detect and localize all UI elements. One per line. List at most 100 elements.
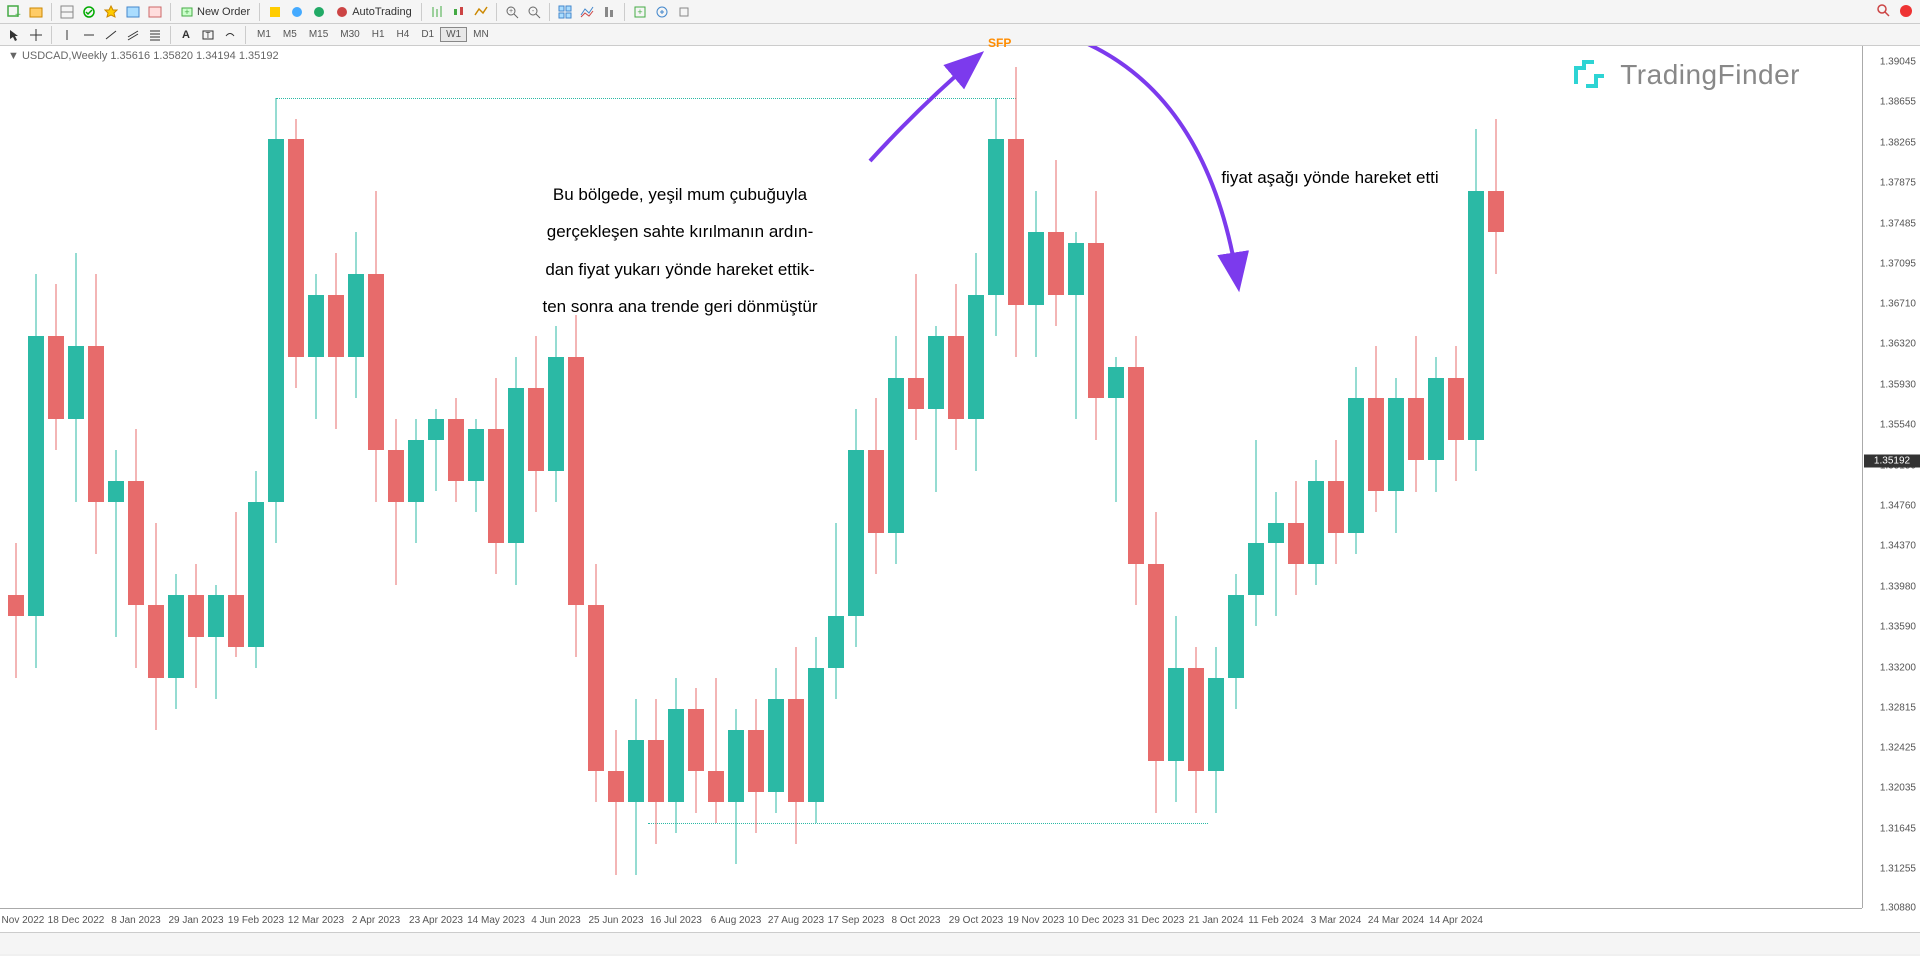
- objects-icon[interactable]: [220, 25, 240, 45]
- timeframe-M15[interactable]: M15: [303, 27, 334, 42]
- hline-icon[interactable]: [79, 25, 99, 45]
- svg-text:+: +: [509, 8, 513, 15]
- autotrading-button[interactable]: AutoTrading: [331, 5, 416, 19]
- y-tick: 1.32035: [1880, 783, 1916, 794]
- indicators-icon[interactable]: [577, 2, 597, 22]
- tile-windows-icon[interactable]: [555, 2, 575, 22]
- x-tick: 31 Dec 2023: [1128, 915, 1185, 926]
- crosshair-icon[interactable]: [26, 25, 46, 45]
- navigator-icon[interactable]: [101, 2, 121, 22]
- candle: [8, 46, 24, 908]
- svg-text:-: -: [532, 8, 535, 15]
- timeframe-W1[interactable]: W1: [440, 27, 467, 42]
- channel-icon[interactable]: [123, 25, 143, 45]
- separator: [170, 3, 171, 21]
- separator: [421, 3, 422, 21]
- line-chart-icon[interactable]: [471, 2, 491, 22]
- chart-window: ▼ USDCAD,Weekly 1.35616 1.35820 1.34194 …: [0, 46, 1920, 932]
- alert-icon[interactable]: [1898, 3, 1914, 24]
- metaquotes-icon[interactable]: [265, 2, 285, 22]
- trendline-icon[interactable]: [101, 25, 121, 45]
- resistance-line: [276, 98, 1016, 99]
- cursor-icon[interactable]: [4, 25, 24, 45]
- shift-icon[interactable]: [652, 2, 672, 22]
- vline-icon[interactable]: [57, 25, 77, 45]
- timeframe-MN[interactable]: MN: [467, 27, 495, 42]
- timeframe-H4[interactable]: H4: [391, 27, 416, 42]
- strategy-tester-icon[interactable]: [145, 2, 165, 22]
- timeframe-D1[interactable]: D1: [415, 27, 440, 42]
- candle: [988, 46, 1004, 908]
- candle: [188, 46, 204, 908]
- vps-icon[interactable]: [309, 2, 329, 22]
- candle: [208, 46, 224, 908]
- candle: [1148, 46, 1164, 908]
- x-tick: 23 Apr 2023: [409, 915, 463, 926]
- candle: [1128, 46, 1144, 908]
- chart-area[interactable]: SFPBu bölgede, yeşil mum çubuğuylagerçek…: [0, 46, 1862, 908]
- x-tick: 29 Jan 2023: [168, 915, 223, 926]
- candle: [948, 46, 964, 908]
- data-window-icon[interactable]: [79, 2, 99, 22]
- separator: [170, 26, 171, 44]
- y-tick: 1.37875: [1880, 178, 1916, 189]
- market-watch-icon[interactable]: [57, 2, 77, 22]
- candle: [308, 46, 324, 908]
- x-tick: 6 Aug 2023: [711, 915, 762, 926]
- candle-chart-icon[interactable]: [449, 2, 469, 22]
- timeframe-M1[interactable]: M1: [251, 27, 277, 42]
- separator: [245, 26, 246, 44]
- svg-text:+: +: [637, 7, 642, 17]
- candle: [1108, 46, 1124, 908]
- separator: [51, 3, 52, 21]
- candle: [428, 46, 444, 908]
- x-tick: 19 Feb 2023: [228, 915, 284, 926]
- timeframe-M5[interactable]: M5: [277, 27, 303, 42]
- svg-text:T: T: [206, 31, 211, 40]
- x-tick: 27 Aug 2023: [768, 915, 824, 926]
- x-tick: 14 May 2023: [467, 915, 525, 926]
- timeframe-M30[interactable]: M30: [334, 27, 365, 42]
- autoscroll-icon[interactable]: [674, 2, 694, 22]
- profiles-icon[interactable]: [26, 2, 46, 22]
- x-tick: 11 Feb 2024: [1248, 915, 1303, 926]
- new-order-button[interactable]: +New Order: [176, 5, 254, 19]
- candle: [348, 46, 364, 908]
- text-icon[interactable]: A: [176, 25, 196, 45]
- y-tick: 1.32815: [1880, 702, 1916, 713]
- y-tick: 1.37485: [1880, 218, 1916, 229]
- fibo-icon[interactable]: [145, 25, 165, 45]
- annotation-right: fiyat aşağı yönde hareket etti: [1170, 166, 1490, 190]
- candle: [228, 46, 244, 908]
- x-tick: 4 Jun 2023: [531, 915, 581, 926]
- x-tick: 29 Oct 2023: [949, 915, 1003, 926]
- x-tick: 21 Jan 2024: [1188, 915, 1243, 926]
- y-tick: 1.37095: [1880, 259, 1916, 270]
- candle: [48, 46, 64, 908]
- new-chart-icon[interactable]: +: [4, 2, 24, 22]
- templates-icon[interactable]: +: [630, 2, 650, 22]
- bottom-bar: [0, 932, 1920, 954]
- svg-text:+: +: [15, 10, 21, 20]
- candle: [1028, 46, 1044, 908]
- candle: [128, 46, 144, 908]
- y-tick: 1.31255: [1880, 864, 1916, 875]
- text-label-icon[interactable]: T: [198, 25, 218, 45]
- search-icon[interactable]: [1876, 3, 1892, 24]
- y-tick: 1.33200: [1880, 662, 1916, 673]
- bar-chart-icon[interactable]: [427, 2, 447, 22]
- y-tick: 1.38655: [1880, 97, 1916, 108]
- zoom-in-icon[interactable]: +: [502, 2, 522, 22]
- signals-icon[interactable]: [287, 2, 307, 22]
- candle: [908, 46, 924, 908]
- y-tick: 1.32425: [1880, 742, 1916, 753]
- terminal-icon[interactable]: [123, 2, 143, 22]
- candle: [268, 46, 284, 908]
- y-tick: 1.34760: [1880, 501, 1916, 512]
- candle: [448, 46, 464, 908]
- zoom-out-icon[interactable]: -: [524, 2, 544, 22]
- timeframe-H1[interactable]: H1: [366, 27, 391, 42]
- separator: [549, 3, 550, 21]
- separator: [624, 3, 625, 21]
- periods-icon[interactable]: [599, 2, 619, 22]
